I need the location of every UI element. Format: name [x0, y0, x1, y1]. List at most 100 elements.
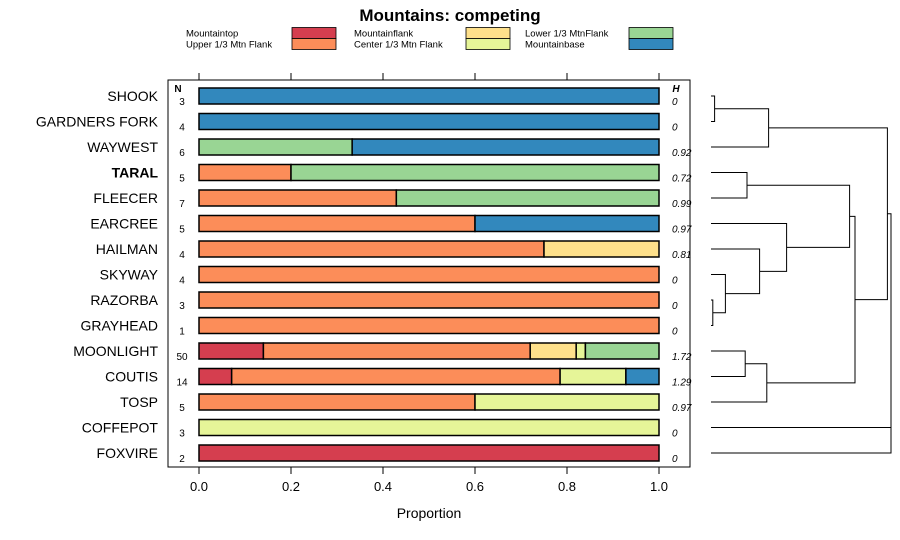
legend-label-center-1-3-mtn-flank: Center 1/3 Mtn Flank [354, 40, 443, 51]
bar-segment-base [351, 138, 660, 156]
row-shook: SHOOK 3 0 [107, 87, 678, 108]
row-label: HAILMAN [96, 241, 158, 257]
row-label: WAYWEST [87, 139, 158, 155]
row-label: MOONLIGHT [73, 343, 158, 359]
row-label: COFFEPOT [82, 420, 159, 436]
legend-swatch-mountainflank [465, 27, 511, 39]
bar-segment-center [474, 393, 660, 411]
bar-segment-upper [198, 214, 476, 233]
dendrogram-link [711, 299, 714, 326]
row-h-value: 0 [672, 327, 678, 338]
legend-label-lower-1-3-mtnflank: Lower 1/3 MtnFlank [525, 29, 609, 40]
row-foxvire: FOXVIRE 2 0 [97, 444, 678, 465]
row-taral: TARAL 5 0.72 [112, 163, 692, 185]
row-n-value: 6 [179, 148, 185, 159]
dendrogram-link [711, 427, 892, 454]
row-label: COUTIS [105, 369, 158, 385]
row-n-value: 4 [179, 123, 185, 134]
dendrogram-link [711, 248, 761, 295]
bar-segment-base [198, 87, 660, 105]
dendrogram-link [711, 363, 768, 403]
row-n-value: 3 [179, 301, 185, 312]
row-h-value: 0.81 [672, 250, 691, 261]
bar-segment-lower [584, 342, 660, 360]
row-waywest: WAYWEST 6 0.92 [87, 138, 692, 159]
row-n-value: 4 [179, 250, 185, 261]
legend-label-mountainflank: Mountainflank [354, 29, 413, 40]
bar-segment-base [474, 214, 660, 233]
row-n-value: 14 [176, 378, 188, 389]
row-n-value: 1 [179, 327, 185, 338]
bar-segment-top [198, 367, 233, 386]
row-h-value: 0 [672, 429, 678, 440]
bar-segment-center [198, 418, 660, 437]
bar-segment-top [198, 342, 265, 360]
row-n-value: 50 [176, 352, 188, 363]
bar-segment-upper [198, 240, 545, 258]
bar-segment-upper [230, 367, 561, 386]
x-tick-label: 0.2 [282, 479, 300, 494]
dendrogram-link [711, 172, 748, 199]
bar-segment-base [198, 112, 660, 131]
bar-segment-upper [198, 265, 660, 284]
row-h-value: 0.99 [672, 199, 692, 210]
row-h-value: 0 [672, 97, 678, 108]
row-n-value: 7 [179, 199, 185, 210]
legend-label-mountainbase: Mountainbase [525, 40, 585, 51]
row-h-value: 0.97 [672, 403, 692, 414]
row-n-value: 3 [179, 429, 185, 440]
row-label: SKYWAY [100, 267, 159, 283]
legend-label-mountaintop: Mountaintop [186, 29, 238, 40]
plot-frame [167, 79, 691, 468]
dendrogram-link [711, 350, 746, 377]
row-n-value: 2 [179, 454, 185, 465]
dendrogram [711, 95, 892, 454]
row-h-value: 0 [672, 454, 678, 465]
dendrogram-link [747, 184, 851, 248]
x-tick-label: 0.0 [190, 479, 208, 494]
row-h-value: 0.72 [672, 174, 692, 185]
dendrogram-link [711, 223, 788, 272]
dendrogram-link [711, 95, 716, 122]
bar-segment-upper [262, 342, 531, 360]
row-fleecer: FLEECER 7 0.99 [93, 189, 692, 210]
legend-swatch-mountaintop [291, 27, 337, 39]
bar-segment-lower [290, 163, 660, 182]
row-tosp: TOSP 5 0.97 [120, 393, 692, 414]
bar-segment-top [198, 444, 660, 462]
bar-segment-upper [198, 393, 476, 411]
x-tick-label: 1.0 [650, 479, 668, 494]
bar-segment-base [625, 367, 660, 386]
row-label: FOXVIRE [97, 445, 158, 461]
row-gardners-fork: GARDNERS FORK 4 0 [36, 112, 678, 134]
row-label: GRAYHEAD [80, 318, 158, 334]
bar-segment-lower [395, 189, 660, 207]
legend-swatch-lower-1-3-mtnflank [628, 27, 674, 39]
chart-title: Mountains: competing [359, 6, 540, 25]
row-label: EARCREE [90, 216, 158, 232]
legend-label-upper-1-3-mtn-flank: Upper 1/3 Mtn Flank [186, 40, 272, 51]
x-tick-label: 0.8 [558, 479, 576, 494]
row-h-value: 0.97 [672, 225, 692, 236]
row-label: SHOOK [107, 88, 158, 104]
row-coffepot: COFFEPOT 3 0 [82, 418, 678, 440]
row-h-value: 1.29 [672, 378, 692, 389]
row-n-value: 3 [179, 97, 185, 108]
bar-segment-center [559, 367, 627, 386]
n-column-header: N [174, 84, 181, 95]
row-grayhead: GRAYHEAD 1 0 [80, 316, 678, 338]
legend-swatch-mountainbase [628, 38, 674, 50]
row-coutis: COUTIS 14 1.29 [105, 367, 692, 389]
x-axis: 0.0 0.2 0.4 0.6 0.8 1.0 [190, 73, 668, 494]
bar-segment-center [575, 342, 587, 360]
bar-segment-flank [529, 342, 577, 360]
bar-rows: SHOOK 3 0 GARDNERS FORK 4 0 WAYWEST 6 0.92 TARAL 5… [36, 87, 692, 465]
x-tick-label: 0.4 [374, 479, 392, 494]
row-label: TOSP [120, 394, 158, 410]
row-hailman: HAILMAN 4 0.81 [96, 240, 691, 261]
row-label: TARAL [112, 165, 159, 181]
row-skyway: SKYWAY 4 0 [100, 265, 678, 287]
bar-segment-upper [198, 291, 660, 309]
